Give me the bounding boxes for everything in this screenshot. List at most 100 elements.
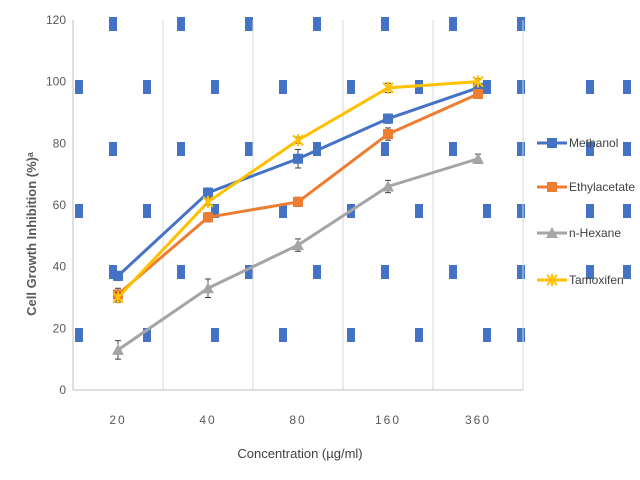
- x-tick-label: 40: [199, 413, 216, 427]
- legend-marker: [546, 227, 558, 238]
- background-pattern-mark: [143, 204, 151, 218]
- data-point: [292, 239, 304, 251]
- legend-label: Methanol: [569, 136, 618, 150]
- background-pattern-mark: [313, 17, 321, 31]
- background-pattern-mark: [143, 80, 151, 94]
- background-pattern-mark: [517, 265, 525, 279]
- background-pattern-mark: [449, 142, 457, 156]
- background-pattern-mark: [517, 142, 525, 156]
- legend-item-methanol: Methanol: [537, 136, 618, 150]
- background-pattern: [75, 17, 631, 342]
- background-pattern-mark: [245, 265, 253, 279]
- background-pattern-mark: [586, 204, 594, 218]
- axes: 0 20 40 60 80 100 120 20 40 80 160 360: [46, 13, 523, 427]
- background-pattern-mark: [109, 17, 117, 31]
- background-pattern-mark: [381, 265, 389, 279]
- y-tick-label: 20: [53, 321, 67, 335]
- background-pattern-mark: [623, 142, 631, 156]
- data-point: [472, 75, 484, 88]
- series-methanol: [113, 82, 483, 282]
- legend-marker: [547, 182, 557, 192]
- background-pattern-mark: [177, 265, 185, 279]
- legend: Methanol Ethylacetate n-Hexane Tamoxifen: [537, 136, 635, 287]
- x-axis-title: Concentration (µg/ml): [237, 446, 362, 461]
- y-axis-title: Cell Growth Inhibition (%)ᵃ: [24, 152, 39, 316]
- background-pattern-mark: [279, 204, 287, 218]
- background-pattern-mark: [517, 80, 525, 94]
- data-point: [203, 187, 213, 198]
- data-point: [202, 195, 214, 208]
- background-pattern-mark: [211, 204, 219, 218]
- background-pattern-mark: [177, 17, 185, 31]
- legend-item-tamoxifen: Tamoxifen: [537, 273, 624, 287]
- background-pattern-mark: [211, 80, 219, 94]
- data-point: [383, 113, 393, 124]
- background-pattern-mark: [347, 80, 355, 94]
- background-pattern-mark: [381, 142, 389, 156]
- legend-label: Ethylacetate: [569, 180, 635, 194]
- background-pattern-mark: [245, 142, 253, 156]
- data-point: [382, 180, 394, 192]
- background-pattern-mark: [517, 17, 525, 31]
- data-point: [472, 152, 484, 164]
- data-point: [473, 82, 483, 93]
- background-pattern-mark: [449, 17, 457, 31]
- series-n-hexane: [112, 152, 484, 360]
- background-pattern-mark: [381, 17, 389, 31]
- data-point: [292, 134, 304, 147]
- background-pattern-mark: [483, 204, 491, 218]
- background-pattern-mark: [313, 265, 321, 279]
- legend-marker: [547, 138, 557, 148]
- background-pattern-mark: [177, 142, 185, 156]
- legend-label: n-Hexane: [569, 226, 621, 240]
- background-pattern-mark: [586, 80, 594, 94]
- background-pattern-mark: [75, 204, 83, 218]
- background-pattern-mark: [449, 265, 457, 279]
- background-pattern-mark: [586, 142, 594, 156]
- legend-marker: [546, 274, 558, 286]
- series-group: [112, 75, 484, 360]
- background-pattern-mark: [623, 80, 631, 94]
- series-ethylacetate: [113, 89, 483, 302]
- x-tick-label: 160: [375, 413, 401, 427]
- gridlines: [162, 20, 524, 390]
- data-point: [383, 129, 393, 140]
- background-pattern-mark: [415, 204, 423, 218]
- background-pattern-mark: [586, 265, 594, 279]
- background-pattern-mark: [517, 204, 525, 218]
- data-point: [202, 282, 214, 294]
- background-pattern-mark: [211, 328, 219, 342]
- background-pattern-mark: [109, 142, 117, 156]
- data-point: [473, 89, 483, 99]
- y-tick-label: 120: [46, 13, 66, 27]
- legend-item-n-hexane: n-Hexane: [537, 226, 621, 240]
- background-pattern-mark: [279, 80, 287, 94]
- series-line: [116, 80, 479, 299]
- legend-label: Tamoxifen: [569, 273, 624, 287]
- background-pattern-mark: [623, 265, 631, 279]
- background-pattern-mark: [483, 80, 491, 94]
- y-tick-label: 0: [59, 383, 66, 397]
- background-pattern-mark: [279, 328, 287, 342]
- legend-item-ethylacetate: Ethylacetate: [537, 180, 635, 194]
- y-tick-label: 40: [53, 260, 67, 274]
- series-line: [117, 92, 479, 296]
- data-point: [293, 153, 303, 164]
- data-point: [112, 291, 124, 304]
- background-pattern-mark: [483, 328, 491, 342]
- y-tick-label: 60: [53, 198, 67, 212]
- series-line: [117, 157, 479, 352]
- background-pattern-mark: [75, 80, 83, 94]
- series-tamoxifen: [112, 75, 484, 304]
- background-pattern-mark: [347, 328, 355, 342]
- background-pattern-mark: [75, 328, 83, 342]
- x-tick-label: 80: [289, 413, 306, 427]
- data-point: [293, 196, 303, 207]
- y-tick-label: 100: [46, 75, 66, 89]
- background-pattern-mark: [415, 328, 423, 342]
- data-point: [113, 270, 123, 281]
- data-point: [203, 212, 213, 223]
- background-pattern-mark: [517, 328, 525, 342]
